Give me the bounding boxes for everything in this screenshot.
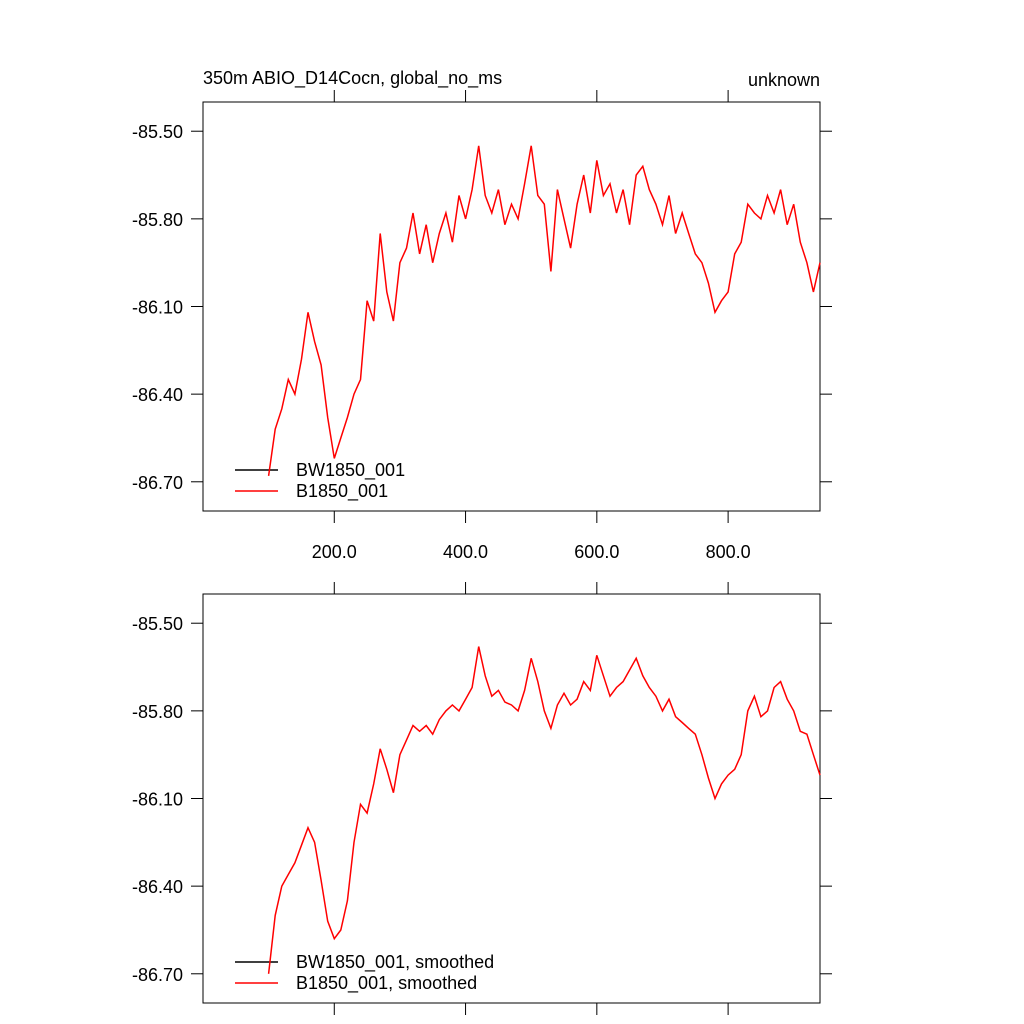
y-tick-label: -85.80 (132, 210, 183, 230)
y-tick-label: -86.40 (132, 877, 183, 897)
y-tick-label: -86.40 (132, 385, 183, 405)
plot-frame (202, 101, 821, 512)
y-tick-label: -85.80 (132, 702, 183, 722)
series-line (267, 145, 821, 477)
legend-label: B1850_001, smoothed (296, 973, 477, 994)
y-tick-label: -85.50 (132, 614, 183, 634)
legend-label: BW1850_001, smoothed (296, 952, 494, 973)
y-tick-label: -86.10 (132, 790, 183, 810)
right-title: unknown (748, 70, 820, 90)
series-line (267, 646, 821, 974)
x-tick-label: 400.0 (443, 542, 488, 562)
legend-label: BW1850_001 (296, 460, 405, 481)
y-tick-label: -86.70 (132, 965, 183, 985)
y-tick-label: -86.70 (132, 473, 183, 493)
y-tick-label: -86.10 (132, 298, 183, 318)
chart-title: 350m ABIO_D14Cocn, global_no_ms (203, 68, 502, 89)
x-tick-label: 600.0 (574, 542, 619, 562)
y-tick-label: -85.50 (132, 122, 183, 142)
legend-label: B1850_001 (296, 481, 388, 502)
x-tick-label: 800.0 (706, 542, 751, 562)
x-tick-label: 200.0 (312, 542, 357, 562)
plot-frame (202, 593, 821, 1004)
